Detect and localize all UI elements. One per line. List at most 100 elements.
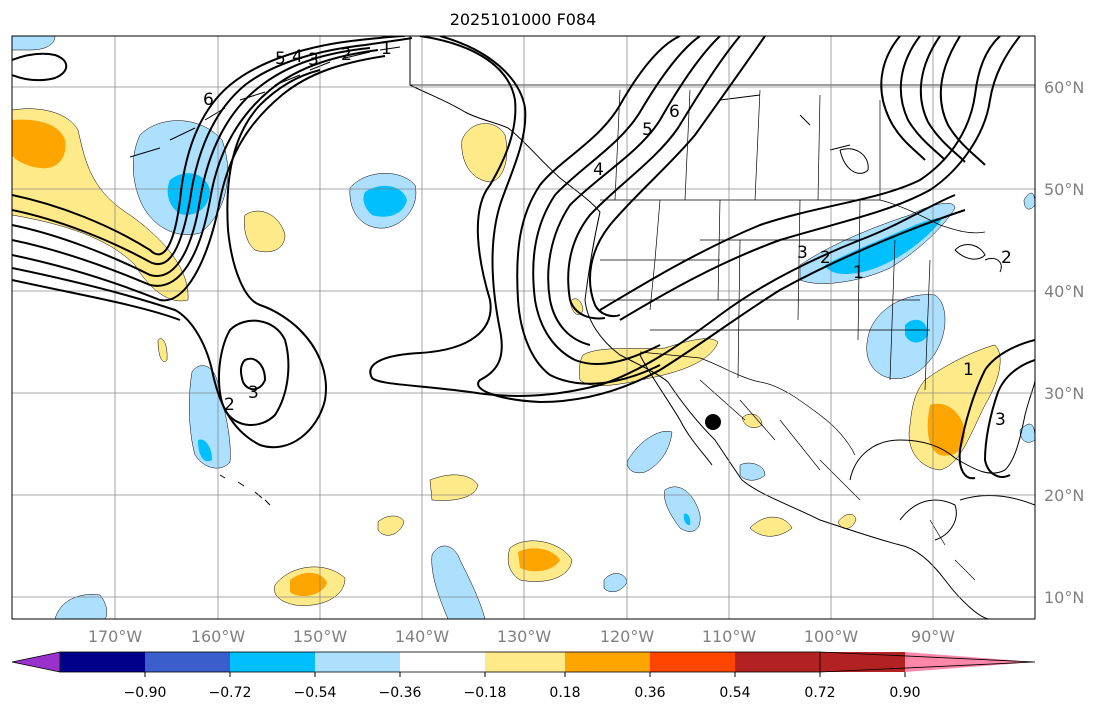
lat-label: 10°N <box>1044 588 1084 607</box>
contour-label: 2 <box>224 395 235 415</box>
positive-anomaly-region <box>461 123 508 183</box>
lat-label: 60°N <box>1044 78 1084 97</box>
contour-line <box>12 47 371 277</box>
contour-label: 1 <box>853 263 864 283</box>
contour-label: 3 <box>308 50 319 70</box>
contour-line <box>532 36 701 366</box>
colorbar-swatch <box>315 652 400 672</box>
location-marker <box>705 414 721 430</box>
colorbar: −0.90 −0.72 −0.54 −0.36 −0.18 0.18 0.36 … <box>11 651 1036 701</box>
contour-line <box>619 36 1021 321</box>
gulf-of-mexico-coast <box>849 379 1035 481</box>
lat-label: 40°N <box>1044 282 1084 301</box>
negative-anomaly-region <box>1023 192 1035 210</box>
cuba-coast <box>959 495 1035 506</box>
political-borders <box>410 84 1035 581</box>
colorbar-low-extension <box>12 652 60 672</box>
colorbar-swatch <box>60 652 145 672</box>
contour-label: 3 <box>797 243 808 263</box>
positive-anomaly-region <box>429 474 479 501</box>
contour-line <box>567 36 741 320</box>
colorbar-tick-label: 0.72 <box>804 685 835 701</box>
yucatan-coast <box>899 499 957 541</box>
negative-anomaly-region <box>12 36 56 51</box>
colorbar-tick-label: 0.36 <box>634 685 665 701</box>
negative-anomaly-core <box>683 513 691 526</box>
contour-line <box>12 279 181 321</box>
contour-label: 3 <box>995 410 1006 430</box>
colorbar-swatch <box>820 652 905 672</box>
contour-label: 6 <box>669 102 680 122</box>
contour-lines <box>12 36 1035 480</box>
colorbar-tick-label: −0.54 <box>294 685 337 701</box>
contour-line <box>12 69 327 449</box>
contour-label: 3 <box>248 383 259 403</box>
contour-label: 4 <box>593 160 604 180</box>
map-title: 2025101000 F084 <box>450 10 597 29</box>
positive-anomaly-region <box>244 210 286 253</box>
negative-anomaly-region <box>866 294 946 379</box>
colorbar-tick-label: −0.72 <box>209 685 252 701</box>
contour-label: 4 <box>292 47 303 67</box>
colorbar-extension-outline <box>819 651 1036 673</box>
negative-anomaly-region <box>431 545 486 619</box>
contour-line <box>239 357 267 391</box>
contour-line <box>547 36 721 346</box>
colorbar-swatch <box>735 652 820 672</box>
negative-anomaly-region <box>739 462 766 481</box>
central-america-borders <box>929 519 976 581</box>
negative-anomaly-core <box>198 439 212 462</box>
contour-label: 1 <box>381 39 392 59</box>
contour-line <box>516 36 681 385</box>
positive-anomaly-region <box>749 516 793 537</box>
positive-anomaly-region <box>377 515 405 536</box>
contour-label: 2 <box>341 45 352 65</box>
lon-label: 150°W <box>293 627 348 646</box>
negative-anomaly-region <box>627 430 673 474</box>
positive-anomaly-region <box>157 338 168 362</box>
positive-anomaly-region <box>569 298 584 315</box>
contour-line <box>12 52 68 82</box>
colorbar-ticks <box>144 672 906 677</box>
contour-line <box>12 55 386 302</box>
longitude-labels: 170°W 160°W 150°W 140°W 130°W 120°W 110°… <box>88 627 955 646</box>
map-area: 1 2 3 4 5 6 3 2 1 2 3 5 6 4 3 2 1 <box>12 36 1035 619</box>
contour-line <box>217 319 290 427</box>
contour-line <box>919 36 966 163</box>
contour-label: 5 <box>642 120 653 140</box>
colorbar-tick-label: −0.36 <box>379 685 422 701</box>
colorbar-high-extension <box>905 652 1035 672</box>
us-state-boundaries <box>600 199 931 391</box>
baja-california <box>639 354 713 466</box>
arctic-islands <box>719 94 851 151</box>
contour-label: 1 <box>963 360 974 380</box>
contour-labels: 1 2 3 4 5 6 3 2 1 2 3 5 6 4 3 2 1 <box>203 39 1012 430</box>
lon-label: 160°W <box>191 627 246 646</box>
negative-anomaly-region <box>664 486 701 532</box>
negative-anomaly-region <box>1019 423 1035 443</box>
lon-label: 170°W <box>88 627 143 646</box>
negative-anomaly-core <box>905 319 928 343</box>
great-lakes <box>954 244 1002 273</box>
colorbar-outline <box>59 651 821 673</box>
contour-line <box>899 36 946 161</box>
lat-label: 20°N <box>1044 486 1084 505</box>
alaska-coastline <box>409 36 601 213</box>
lon-label: 130°W <box>497 627 552 646</box>
colorbar-tick-label: −0.90 <box>124 685 167 701</box>
positive-anomaly-core <box>290 572 327 597</box>
negative-anomaly-region <box>54 594 108 619</box>
negative-anomaly-core <box>363 185 407 217</box>
lat-label: 50°N <box>1044 180 1084 199</box>
colorbar-swatch <box>565 652 650 672</box>
contour-label: 2 <box>1001 248 1012 268</box>
colorbar-extension-outline <box>11 651 61 673</box>
mexico-state-boundaries <box>699 379 861 501</box>
lat-label: 30°N <box>1044 384 1084 403</box>
contour-line <box>983 359 1035 478</box>
contour-line <box>589 36 766 318</box>
lon-label: 100°W <box>804 627 859 646</box>
lon-label: 90°W <box>911 627 955 646</box>
us-canada-border <box>600 199 986 234</box>
